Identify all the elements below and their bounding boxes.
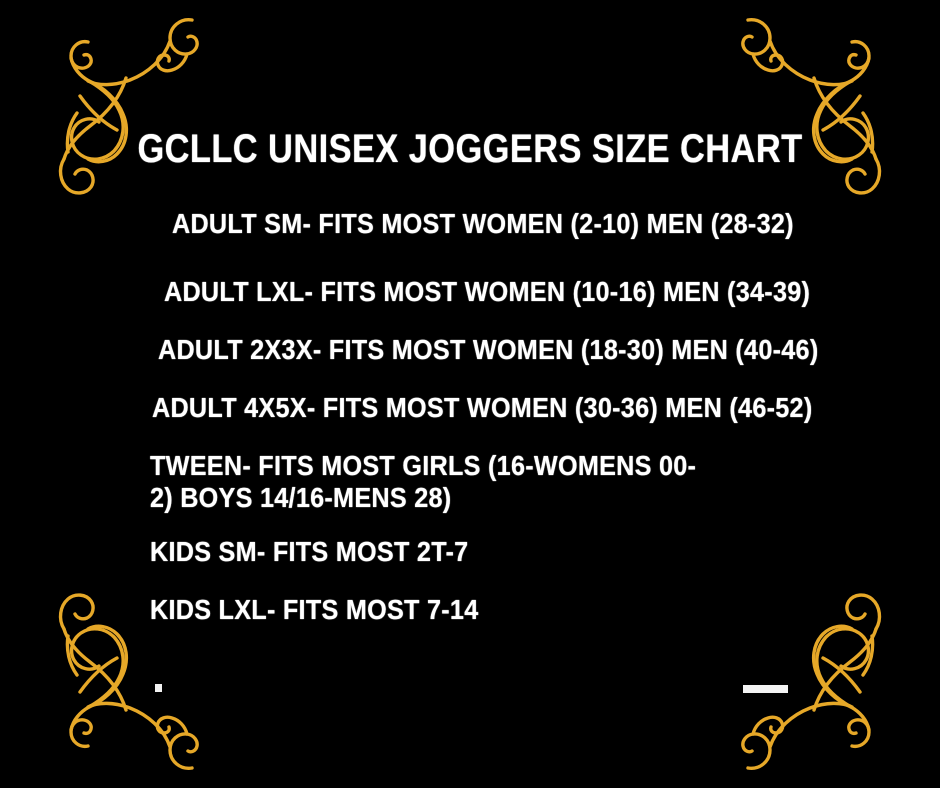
list-item: ADULT 4X5X- FITS MOST WOMEN (30-36) MEN … (152, 392, 813, 423)
list-item: TWEEN- FITS MOST GIRLS (16-WOMENS 00-2) … (150, 450, 697, 513)
list-item: ADULT 2X3X- FITS MOST WOMEN (18-30) MEN … (158, 334, 819, 365)
size-list: ADULT SM- FITS MOST WOMEN (2-10) MEN (28… (150, 208, 830, 626)
white-bar-artifact (743, 685, 788, 693)
white-dot-artifact (155, 684, 162, 692)
list-item: KIDS LXL- FITS MOST 7-14 (150, 594, 479, 625)
page-title: GCLLC UNISEX JOGGERS SIZE CHART (137, 127, 803, 171)
list-item: ADULT SM- FITS MOST WOMEN (2-10) MEN (28… (172, 208, 794, 239)
list-item: ADULT LXL- FITS MOST WOMEN (10-16) MEN (… (164, 276, 811, 307)
list-item: KIDS SM- FITS MOST 2T-7 (150, 536, 469, 567)
